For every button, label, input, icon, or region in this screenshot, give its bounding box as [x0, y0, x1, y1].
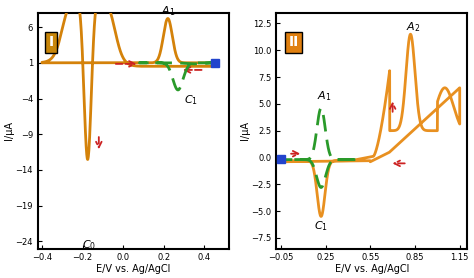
Text: $A_1$: $A_1$ [317, 89, 331, 103]
Y-axis label: I/μA: I/μA [240, 121, 250, 140]
Text: $C_0$: $C_0$ [82, 238, 96, 252]
X-axis label: E/V vs. Ag/AgCl: E/V vs. Ag/AgCl [335, 264, 409, 274]
Y-axis label: I/μA: I/μA [4, 121, 14, 140]
X-axis label: E/V vs. Ag/AgCl: E/V vs. Ag/AgCl [96, 264, 171, 274]
Text: I: I [49, 35, 54, 49]
Text: II: II [288, 35, 299, 49]
Text: $A_1$: $A_1$ [161, 5, 175, 19]
Text: $C_1$: $C_1$ [184, 93, 198, 107]
Text: $A_2$: $A_2$ [406, 20, 420, 34]
Text: $C_1$: $C_1$ [314, 220, 328, 234]
